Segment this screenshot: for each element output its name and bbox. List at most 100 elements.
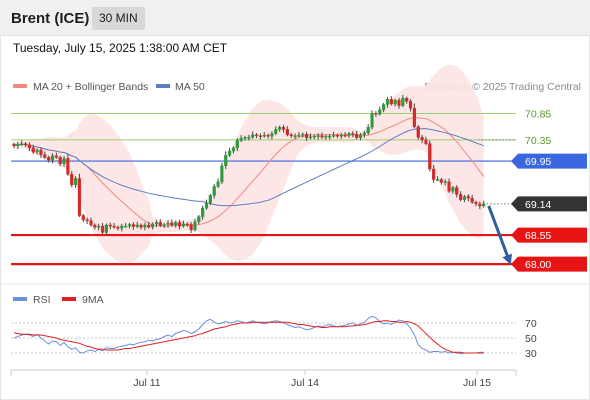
- candle-body: [412, 108, 416, 127]
- candle: [93, 223, 97, 230]
- candle: [301, 132, 305, 138]
- ma9-legend-swatch: [62, 297, 76, 301]
- candle: [235, 138, 239, 152]
- candle-body: [455, 187, 459, 195]
- candle-body: [208, 195, 212, 204]
- candle-body: [247, 137, 251, 139]
- candle: [162, 222, 166, 228]
- candle-body: [147, 224, 151, 228]
- timeframe-badge[interactable]: 30 MIN: [92, 7, 145, 30]
- candle: [154, 220, 159, 228]
- candle: [39, 147, 43, 158]
- candle-body: [459, 194, 463, 200]
- rsi-legend-label: RSI: [33, 294, 51, 306]
- candle: [139, 223, 143, 230]
- candle: [466, 194, 470, 202]
- candle-body: [358, 134, 363, 139]
- candle: [316, 133, 320, 140]
- candle-body: [420, 137, 424, 141]
- candle: [343, 132, 347, 138]
- candle: [58, 155, 62, 167]
- candle: [293, 133, 297, 139]
- rsi-line: [13, 315, 484, 355]
- support-tag: 68.55: [511, 227, 587, 243]
- candle: [297, 132, 301, 138]
- candle: [351, 131, 355, 138]
- candle-body: [39, 149, 43, 155]
- candle: [270, 131, 274, 140]
- candle: [127, 222, 132, 229]
- candle-body: [324, 136, 328, 138]
- candle-body: [81, 215, 85, 220]
- candle: [147, 221, 151, 229]
- candle: [220, 162, 224, 185]
- candle-body: [77, 178, 82, 216]
- candle-body: [177, 222, 182, 227]
- candle-body: [366, 127, 370, 134]
- candle-body: [474, 202, 478, 205]
- candle-body: [305, 133, 309, 139]
- candle: [104, 223, 108, 235]
- candle: [247, 134, 251, 141]
- candle-body: [462, 196, 467, 200]
- candle-body: [235, 140, 239, 149]
- candle: [405, 96, 409, 104]
- candle-body: [174, 222, 178, 226]
- candle: [77, 173, 82, 218]
- candle-body: [70, 174, 74, 186]
- candle: [73, 176, 78, 189]
- candle: [177, 220, 182, 230]
- time-tick-label: Jul 15: [463, 377, 491, 389]
- candle: [89, 217, 93, 227]
- candle-body: [466, 196, 470, 199]
- candle: [474, 200, 478, 207]
- candle-body: [447, 181, 451, 192]
- candle: [251, 131, 255, 139]
- candle: [389, 96, 393, 106]
- last-tag-shape: [511, 196, 587, 212]
- candle-body: [239, 138, 243, 141]
- candle-body: [274, 129, 278, 134]
- candle-body: [216, 181, 220, 187]
- candle: [374, 111, 378, 118]
- candle: [447, 178, 451, 193]
- candle: [43, 151, 47, 159]
- candle-body: [258, 135, 262, 137]
- candle: [366, 124, 370, 135]
- candle: [443, 179, 447, 186]
- candle: [462, 194, 467, 203]
- candle-body: [181, 223, 185, 227]
- candle: [201, 205, 205, 220]
- candle-body: [428, 143, 432, 170]
- candle-body: [451, 187, 455, 192]
- candle-body: [54, 155, 58, 158]
- candle: [158, 219, 162, 228]
- candle: [54, 152, 58, 159]
- candle: [208, 193, 212, 206]
- candle: [181, 220, 185, 228]
- candle-body: [220, 165, 224, 182]
- candle-body: [73, 178, 78, 186]
- candle: [285, 126, 289, 137]
- rsi-tick-label: 50: [525, 333, 537, 345]
- candle: [116, 225, 120, 231]
- level-tags: 70.85 70.35 69.95 69.14 68.55 68.00: [511, 109, 587, 272]
- candle: [412, 103, 416, 129]
- candle: [66, 153, 70, 176]
- candle-body: [204, 202, 209, 209]
- candle-body: [278, 127, 282, 130]
- candle-body: [231, 147, 236, 152]
- candle: [432, 165, 436, 183]
- candle-body: [23, 143, 28, 145]
- candle-body: [293, 135, 297, 137]
- candle: [358, 133, 363, 141]
- symbol-title: Brent (ICE): [11, 10, 90, 27]
- candle-body: [251, 134, 255, 138]
- candle-body: [297, 134, 301, 137]
- ma20-legend-label: MA 20 + Bollinger Bands: [33, 81, 148, 93]
- candle: [331, 132, 336, 138]
- candle: [185, 222, 189, 227]
- candle: [239, 135, 243, 143]
- candle: [62, 156, 66, 167]
- candle: [424, 136, 428, 146]
